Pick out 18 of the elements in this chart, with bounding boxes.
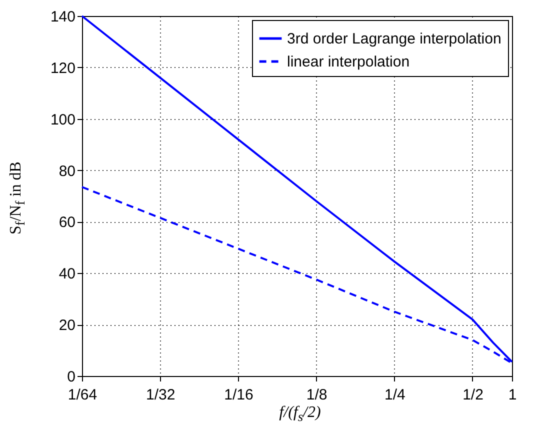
y-tick-label: 80 (58, 162, 76, 180)
x-tick-label: 1/4 (384, 386, 406, 404)
legend-label: linear interpolation (287, 54, 410, 70)
legend-label: 3rd order Lagrange interpolation (287, 30, 502, 48)
y-tick-label: 60 (58, 214, 76, 232)
x-tick-label: 1 (508, 386, 517, 404)
x-axis-title: f/(f$_{s}$/2) (278, 404, 322, 426)
x-tick-label: 1/64 (68, 386, 98, 404)
y-tick-label: 120 (50, 60, 76, 77)
y-tick-label: 140 (50, 8, 76, 26)
x-tick-label: 1/16 (224, 386, 254, 404)
y-tick-label: 0 (67, 368, 76, 386)
y-tick-label: 100 (50, 111, 76, 128)
x-tick-label: 1/8 (306, 386, 328, 404)
x-tick-label: 1/32 (146, 386, 176, 404)
x-tick-label: 1/2 (462, 386, 484, 404)
y-tick-label: 20 (58, 317, 76, 334)
y-tick-label: 40 (58, 266, 76, 283)
